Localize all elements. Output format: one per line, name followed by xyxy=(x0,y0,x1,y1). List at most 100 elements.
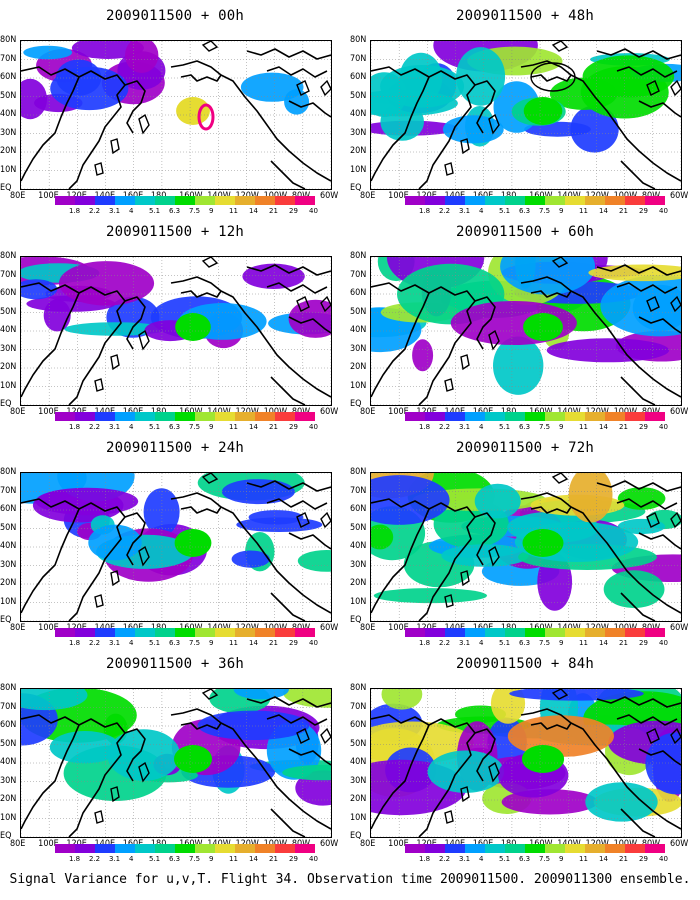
coastline xyxy=(371,724,430,830)
island-outline xyxy=(488,113,500,135)
island-outline xyxy=(460,786,470,803)
colorbar-segment xyxy=(585,628,605,637)
panel-title: 2009011500 + 24h xyxy=(105,440,245,456)
colorbar-tick-label: 7.5 xyxy=(539,423,551,431)
latitude-tick-label: 60N xyxy=(0,72,17,82)
longitude-tick-label: 100E xyxy=(388,191,409,201)
coastline xyxy=(266,66,328,78)
colorbar-tick-label: 6.3 xyxy=(519,423,531,431)
variance-contour xyxy=(125,41,159,73)
colorbar-tick-label: 2.2 xyxy=(89,207,101,215)
colorbar-segment xyxy=(445,844,465,853)
colorbar-segment xyxy=(155,412,175,421)
colorbar-tick-label: 4 xyxy=(479,423,484,431)
observation-marker xyxy=(197,103,215,131)
map-panel: 2009011500 + 24h 80N 70N 60N 50N 40N 30N 20N 10N… xyxy=(0,432,350,648)
longitude-tick-label: 60W xyxy=(670,623,689,633)
colorbar-segment xyxy=(545,628,565,637)
variance-contour xyxy=(231,550,270,568)
latitude-tick-label: 40N xyxy=(0,541,17,551)
colorbar-segment xyxy=(95,412,115,421)
colorbar-segment xyxy=(235,196,255,205)
colorbar-segment xyxy=(275,844,295,853)
colorbar-segment xyxy=(275,412,295,421)
panel-title: 2009011500 + 84h xyxy=(455,656,595,672)
variance-contour xyxy=(23,45,73,60)
latitude-tick-label: 70N xyxy=(0,485,17,496)
latitude-tick-label: 80N xyxy=(350,251,367,261)
longitude-tick-label: 60W xyxy=(670,839,689,849)
coastline xyxy=(170,492,222,514)
coastline xyxy=(270,592,306,621)
island-outline xyxy=(444,162,454,176)
colorbar-segment xyxy=(405,196,425,205)
map-panel: 2009011500 + 84h 80N 70N 60N 50N 40N 30N 20N 10N… xyxy=(350,648,700,864)
variance-contour xyxy=(371,524,394,550)
variance-contour xyxy=(603,570,665,609)
colorbar-segment xyxy=(605,628,625,637)
longitude-tick-label: 100E xyxy=(38,623,59,633)
coastline xyxy=(21,498,126,621)
colorbar-segment xyxy=(585,412,605,421)
colorbar-segment xyxy=(255,412,275,421)
colorbar-tick-label: 21 xyxy=(269,855,278,863)
variance-contour xyxy=(617,487,666,510)
variance-contour xyxy=(50,66,129,111)
island-outline xyxy=(110,138,120,155)
island-outline xyxy=(460,570,470,587)
latitude-tick-label: 70N xyxy=(350,485,367,496)
colorbar-segment xyxy=(215,412,235,421)
panel-title: 2009011500 + 36h xyxy=(105,656,245,672)
colorbar-tick-label: 2.2 xyxy=(439,207,451,215)
colorbar-tick-label: 6.3 xyxy=(169,639,181,647)
colorbar-tick-label: 6.3 xyxy=(169,855,181,863)
coastline xyxy=(220,722,331,830)
island-outline xyxy=(138,761,150,783)
island-outline xyxy=(670,727,681,745)
colorbar-segment xyxy=(175,628,195,637)
coastline xyxy=(520,276,572,298)
latitude-tick-label: 60N xyxy=(350,72,367,82)
island-outline xyxy=(138,545,150,567)
colorbar-tick-label: 7.5 xyxy=(189,639,201,647)
latitude-tick-label: 40N xyxy=(0,325,17,335)
island-outline xyxy=(551,473,569,484)
latitude-tick-label: 40N xyxy=(350,325,367,335)
colorbar-segment xyxy=(545,412,565,421)
variance-contour xyxy=(58,261,155,306)
colorbar-segment xyxy=(505,628,525,637)
colorbar-segment xyxy=(605,196,625,205)
coastline xyxy=(266,714,328,726)
coastline xyxy=(220,74,331,182)
latitude-tick-label: EQ xyxy=(350,831,362,841)
colorbar-tick-label: 29 xyxy=(289,639,298,647)
colorbar-segment xyxy=(405,844,425,853)
coastline xyxy=(620,376,656,405)
variance-contour xyxy=(288,299,331,338)
colorbar-segment xyxy=(115,844,135,853)
colorbar-segment xyxy=(625,196,645,205)
island-outline xyxy=(488,545,500,567)
coastline xyxy=(371,508,430,614)
island-outline xyxy=(488,329,500,351)
island-outline xyxy=(646,296,660,312)
coastline xyxy=(474,296,496,350)
map-panel: 2009011500 + 60h 80N 70N 60N 50N 40N 30N 20N 10N… xyxy=(350,216,700,432)
coastline xyxy=(288,316,331,334)
island-outline xyxy=(94,594,104,608)
colorbar-segment xyxy=(485,412,505,421)
variance-contour xyxy=(49,731,120,764)
panel-title: 2009011500 + 00h xyxy=(105,8,245,24)
latitude-tick-label: EQ xyxy=(0,831,12,841)
coastline xyxy=(266,498,328,510)
island-outline xyxy=(320,295,331,313)
coastline xyxy=(124,296,146,350)
coastline xyxy=(21,714,126,837)
coastline xyxy=(520,60,572,82)
longitude-tick-label: 80E xyxy=(360,191,376,201)
colorbar-tick-label: 2.2 xyxy=(439,639,451,647)
map-plot-area xyxy=(20,40,332,190)
colorbar-segment xyxy=(195,412,215,421)
coastline xyxy=(124,80,146,134)
variance-maximum xyxy=(176,97,210,125)
